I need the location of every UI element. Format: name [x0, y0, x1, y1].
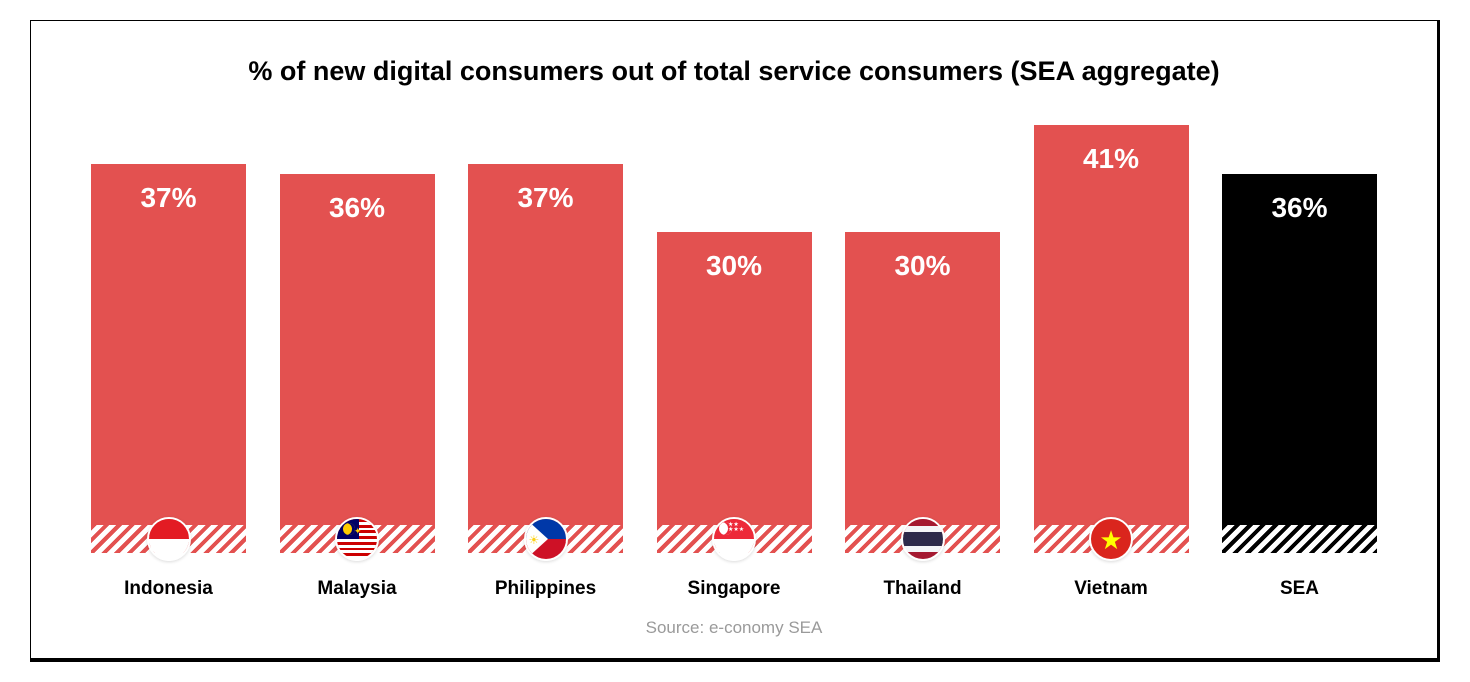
malaysia-flag-icon: ✦: [335, 517, 379, 561]
hatch-base: ☀: [468, 525, 623, 553]
bar-group: 37% Indonesia: [91, 164, 246, 600]
bar-wrapper: 30%: [845, 232, 1000, 553]
bar: 37%: [91, 164, 246, 525]
bar-value: 36%: [1271, 192, 1327, 224]
bar-value: 36%: [329, 192, 385, 224]
chart-container: % of new digital consumers out of total …: [30, 20, 1440, 662]
bar-group: 36% SEA: [1222, 174, 1377, 600]
bar-value: 30%: [894, 250, 950, 282]
hatch-base: [91, 525, 246, 553]
hatch-base: ★★★★★: [657, 525, 812, 553]
philippines-flag-icon: ☀: [524, 517, 568, 561]
hatch-base: ✦: [280, 525, 435, 553]
bars-area: 37%Indonesia36%✦Malaysia37%☀Philippines3…: [81, 117, 1387, 600]
bar-wrapper: 36% ✦: [280, 174, 435, 553]
bar-wrapper: 41% ★: [1034, 125, 1189, 553]
hatch-base: ★: [1034, 525, 1189, 553]
bar-wrapper: 37% ☀: [468, 164, 623, 553]
bar: 30%: [845, 232, 1000, 525]
thailand-flag-icon: [901, 517, 945, 561]
bar-label: Singapore: [688, 578, 781, 600]
bar-group: 36% ✦ Malaysia: [280, 174, 435, 600]
bar-group: 41% ★ Vietnam: [1034, 125, 1189, 600]
bar-wrapper: 37%: [91, 164, 246, 553]
bar-label: Indonesia: [124, 578, 213, 600]
bar-label: Malaysia: [317, 578, 396, 600]
bar-value: 41%: [1083, 143, 1139, 175]
bar-group: 37% ☀ Philippines: [468, 164, 623, 600]
bar-value: 37%: [140, 182, 196, 214]
bar-label: Thailand: [883, 578, 961, 600]
bar-wrapper: 30% ★★★★★: [657, 232, 812, 553]
chart-title: % of new digital consumers out of total …: [81, 56, 1387, 87]
bar: 36%: [1222, 174, 1377, 525]
bar-group: 30% ★★★★★ Singapore: [657, 232, 812, 600]
hatch-base: [845, 525, 1000, 553]
indonesia-flag-icon: [147, 517, 191, 561]
bar-value: 30%: [706, 250, 762, 282]
bar: 36%: [280, 174, 435, 525]
vietnam-flag-icon: ★: [1089, 517, 1133, 561]
bar-label: Philippines: [495, 578, 596, 600]
bar-group: 30% Thailand: [845, 232, 1000, 600]
bar-wrapper: 36%: [1222, 174, 1377, 553]
bar: 37%: [468, 164, 623, 525]
bar-label: SEA: [1280, 578, 1319, 600]
bar: 30%: [657, 232, 812, 525]
hatch-base: [1222, 525, 1377, 553]
bar-label: Vietnam: [1074, 578, 1148, 600]
bar: 41%: [1034, 125, 1189, 525]
source-text: Source: e-conomy SEA: [81, 618, 1387, 638]
singapore-flag-icon: ★★★★★: [712, 517, 756, 561]
bar-value: 37%: [517, 182, 573, 214]
